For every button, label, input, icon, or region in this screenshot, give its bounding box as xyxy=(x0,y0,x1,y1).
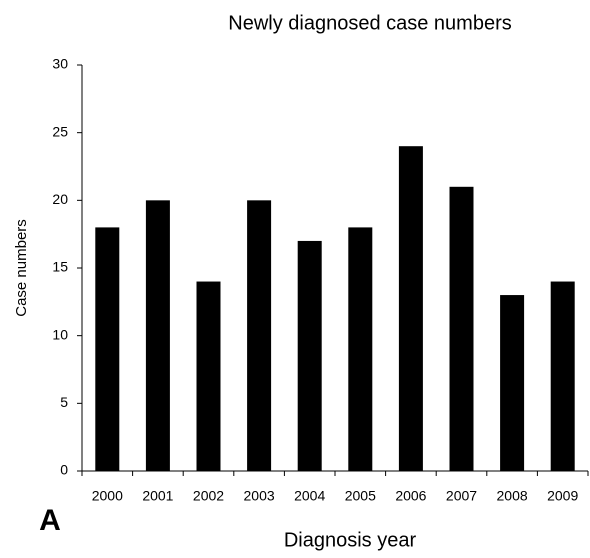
bar xyxy=(449,186,474,472)
y-tick-label: 5 xyxy=(60,394,68,410)
bar xyxy=(145,200,170,472)
bar xyxy=(196,281,221,471)
bar xyxy=(247,200,272,472)
x-tick-label: 2005 xyxy=(345,488,376,504)
bar xyxy=(95,227,120,471)
y-tick-label: 10 xyxy=(52,326,68,342)
x-tick-label: 2002 xyxy=(193,488,224,504)
y-tick-label: 25 xyxy=(52,123,68,139)
y-axis-label: Case numbers xyxy=(13,219,30,317)
bar xyxy=(398,146,423,471)
panel-label: A xyxy=(39,504,61,537)
y-tick-label: 30 xyxy=(52,56,68,72)
bar xyxy=(297,240,322,471)
chart-title: Newly diagnosed case numbers xyxy=(228,12,512,34)
x-tick-label: 2003 xyxy=(244,488,275,504)
x-tick-label: 2004 xyxy=(294,488,325,504)
x-axis-label: Diagnosis year xyxy=(284,529,417,551)
y-tick-label: 20 xyxy=(52,191,68,207)
x-tick-label: 2009 xyxy=(547,488,578,504)
bar xyxy=(348,227,373,471)
x-tick-label: 2007 xyxy=(446,488,477,504)
x-tick-label: 2001 xyxy=(142,488,173,504)
x-tick-label: 2006 xyxy=(395,488,426,504)
bar xyxy=(500,295,525,471)
x-tick-label: 2008 xyxy=(497,488,528,504)
x-tick-label: 2000 xyxy=(92,488,123,504)
y-tick-label: 0 xyxy=(60,462,68,478)
bar xyxy=(550,281,575,471)
y-tick-label: 15 xyxy=(52,259,68,275)
